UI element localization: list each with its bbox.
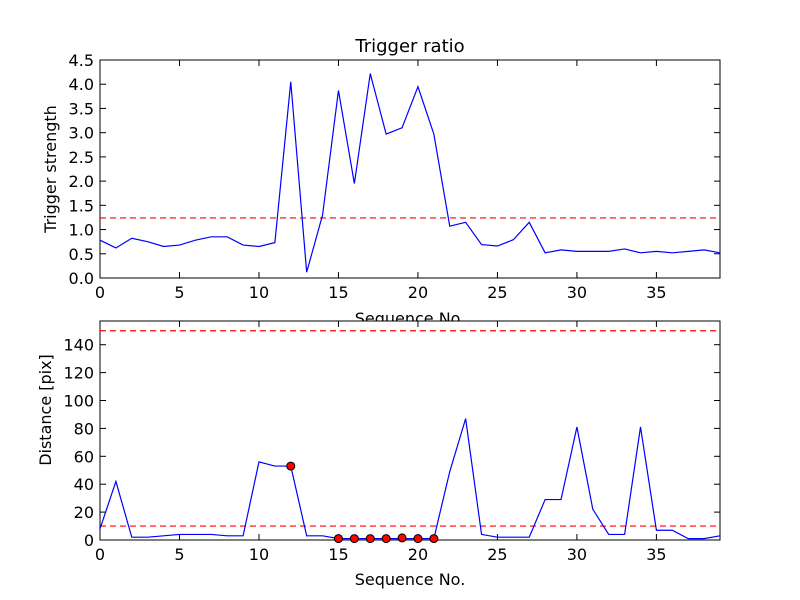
series-line [100, 418, 720, 540]
x-tick-label: 35 [646, 283, 666, 302]
data-marker [286, 461, 296, 471]
y-tick-label: 120 [63, 364, 94, 383]
x-tick-label: 10 [249, 283, 269, 302]
y-tick-label: 0.5 [69, 245, 94, 264]
y-tick-label: 4.0 [69, 75, 94, 94]
plot-area [99, 59, 721, 279]
x-tick-label: 30 [567, 545, 587, 564]
x-tick-label: 15 [328, 545, 348, 564]
x-axis-label: Sequence No. [355, 570, 466, 589]
y-tick-label: 60 [74, 447, 94, 466]
distance-chart: Distance [pix] Sequence No. 0 5 10 15 20 25 30… [36, 320, 721, 589]
y-tick-label: 40 [74, 475, 94, 494]
x-tick-label: 20 [408, 283, 428, 302]
data-marker [413, 534, 423, 544]
y-axis-label: Trigger strength [41, 105, 60, 234]
x-tick-label: 10 [249, 545, 269, 564]
data-marker [365, 534, 375, 544]
data-marker [397, 533, 407, 543]
plot-area [99, 320, 721, 541]
x-tick-label: 0 [95, 545, 105, 564]
y-tick-label: 100 [63, 392, 94, 411]
y-tick-label: 2.0 [69, 172, 94, 191]
y-tick-label: 3.5 [69, 99, 94, 118]
x-tick-label: 5 [174, 545, 184, 564]
data-marker [429, 534, 439, 544]
y-tick-label: 0.0 [69, 269, 94, 288]
chart-title: Trigger ratio [354, 36, 464, 57]
y-tick-label: 1.0 [69, 221, 94, 240]
x-tick-label: 5 [174, 283, 184, 302]
data-marker [349, 534, 359, 544]
y-tick-label: 4.5 [69, 51, 94, 70]
x-tick-label: 20 [408, 545, 428, 564]
x-tick-label: 0 [95, 283, 105, 302]
data-marker [381, 534, 391, 544]
y-tick-label: 3.0 [69, 124, 94, 143]
y-tick-label: 0 [84, 531, 94, 550]
series-line [100, 73, 720, 273]
x-tick-label: 25 [487, 545, 507, 564]
x-tick-label: 25 [487, 283, 507, 302]
y-tick-label: 20 [74, 503, 94, 522]
x-tick-label: 35 [646, 545, 666, 564]
trigger-ratio-chart: Trigger ratio Trigger strength Sequence … [41, 36, 721, 328]
y-axis-label: Distance [pix] [36, 354, 55, 466]
y-tick-label: 1.5 [69, 196, 94, 215]
x-tick-label: 15 [328, 283, 348, 302]
data-marker [333, 534, 343, 544]
x-tick-label: 30 [567, 283, 587, 302]
y-tick-label: 2.5 [69, 148, 94, 167]
y-tick-label: 140 [63, 336, 94, 355]
y-tick-label: 80 [74, 419, 94, 438]
